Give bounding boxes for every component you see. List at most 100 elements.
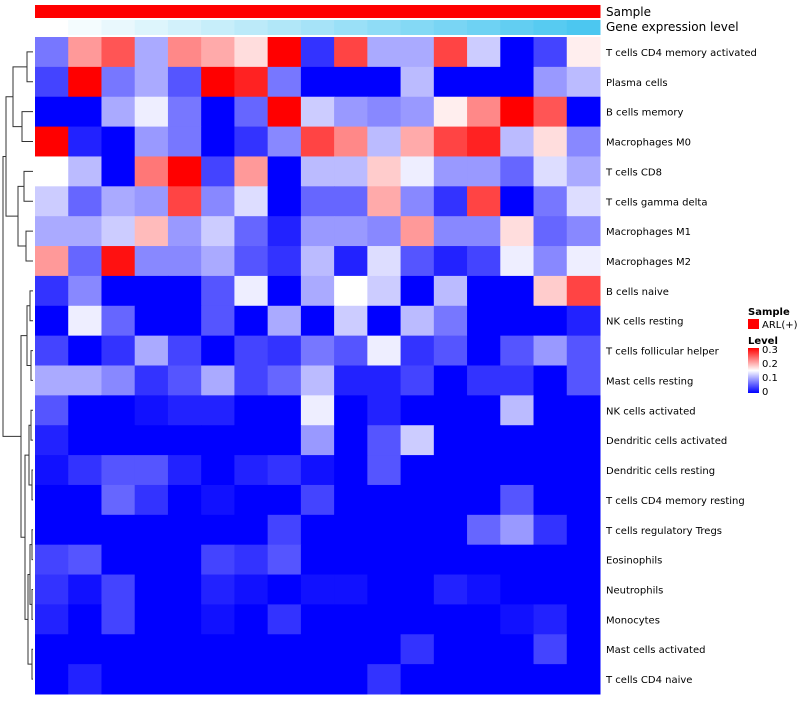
heatmap-cell xyxy=(101,514,136,546)
dendrogram-branch xyxy=(17,185,26,247)
row-label: B cells naive xyxy=(606,287,669,298)
heatmap-cell xyxy=(566,66,601,98)
heatmap-cell xyxy=(500,305,535,337)
heatmap-cell xyxy=(101,186,136,217)
heatmap-cell xyxy=(101,156,136,187)
heatmap-cell xyxy=(500,544,535,576)
heatmap-cell xyxy=(433,156,468,187)
heatmap-cell xyxy=(68,634,102,665)
heatmap-cell xyxy=(533,544,568,576)
heatmap-cell xyxy=(267,216,302,247)
heatmap-cell xyxy=(300,66,335,98)
row-label: Mast cells activated xyxy=(606,645,705,656)
heatmap-cell xyxy=(467,186,501,217)
heatmap-cell xyxy=(367,335,402,366)
heatmap-cell xyxy=(134,216,169,247)
sample-annotation-cell xyxy=(167,5,202,18)
heatmap-cell xyxy=(134,246,169,277)
heatmap-cell xyxy=(500,425,535,456)
heatmap-cell xyxy=(101,216,136,247)
heatmap-cell xyxy=(367,484,402,516)
heatmap-cell xyxy=(101,574,136,605)
heatmap-cell xyxy=(134,275,169,307)
expression-annotation-cell xyxy=(400,20,435,35)
heatmap-cell xyxy=(400,335,435,366)
heatmap-cell xyxy=(566,186,601,217)
expression-annotation-cell xyxy=(334,20,368,35)
heatmap-cell xyxy=(467,544,501,576)
row-label: T cells CD4 memory resting xyxy=(605,496,745,507)
heatmap-cell xyxy=(566,455,601,486)
row-label: NK cells resting xyxy=(606,317,683,328)
heatmap-cell xyxy=(533,246,568,277)
row-label: T cells CD4 memory activated xyxy=(605,48,757,59)
heatmap-cell xyxy=(300,455,335,486)
heatmap-cell xyxy=(500,96,535,128)
heatmap-cell xyxy=(300,395,335,426)
heatmap-cell xyxy=(167,126,202,157)
expression-annotation-cell xyxy=(300,20,335,35)
heatmap-cell xyxy=(367,425,402,456)
heatmap-cell xyxy=(134,156,169,187)
heatmap-cell xyxy=(400,425,435,456)
heatmap-cell xyxy=(234,365,269,396)
heatmap-cell xyxy=(533,484,568,516)
heatmap-cell xyxy=(234,37,269,68)
sample-annotation-cell xyxy=(433,5,468,18)
heatmap-cell xyxy=(433,275,468,307)
heatmap-cell xyxy=(433,425,468,456)
heatmap-cell xyxy=(101,634,136,665)
heatmap-cell xyxy=(500,335,535,366)
heatmap-cell xyxy=(201,216,235,247)
dendrogram-branch xyxy=(21,111,33,143)
heatmap-cell xyxy=(533,126,568,157)
heatmap-cell xyxy=(334,365,368,396)
heatmap-cell xyxy=(267,126,302,157)
heatmap-cell xyxy=(467,126,501,157)
row-label: NK cells activated xyxy=(606,406,696,417)
heatmap-cell xyxy=(68,305,102,337)
heatmap-cell xyxy=(433,37,468,68)
heatmap-cell xyxy=(201,455,235,486)
heatmap-cell xyxy=(234,156,269,187)
heatmap-cell xyxy=(35,365,69,396)
sample-annotation-cell xyxy=(101,5,136,18)
heatmap-cell xyxy=(467,216,501,247)
expression-annotation-cell xyxy=(500,20,535,35)
heatmap-cell xyxy=(533,156,568,187)
heatmap-cell xyxy=(35,156,69,187)
heatmap-cell xyxy=(334,216,368,247)
heatmap-cell xyxy=(533,96,568,128)
heatmap-cell xyxy=(533,634,568,665)
row-label: B cells memory xyxy=(606,108,683,119)
sample-annotation-cell xyxy=(467,5,501,18)
heatmap-cell xyxy=(167,305,202,337)
heatmap-cell xyxy=(300,275,335,307)
heatmap-cell xyxy=(167,37,202,68)
heatmap-cell xyxy=(300,126,335,157)
sample-annotation-cell xyxy=(334,5,368,18)
heatmap-cell xyxy=(201,275,235,307)
dendrogram-branch xyxy=(31,529,33,561)
heatmap-cell xyxy=(566,305,601,337)
heatmap-cell xyxy=(566,37,601,68)
heatmap-cell xyxy=(500,455,535,486)
heatmap-cell xyxy=(134,126,169,157)
row-label: Neutrophils xyxy=(606,585,663,596)
heatmap-cell xyxy=(467,156,501,187)
heatmap-cell xyxy=(433,96,468,128)
heatmap-cell xyxy=(300,216,335,247)
heatmap-cell xyxy=(500,574,535,605)
heatmap-cell xyxy=(134,455,169,486)
sample-annotation-cell xyxy=(234,5,269,18)
heatmap-cell xyxy=(566,96,601,128)
legend-level-tick-3: 0 xyxy=(762,387,768,398)
heatmap-cell xyxy=(201,66,235,98)
heatmap-cell xyxy=(334,66,368,98)
heatmap-cell xyxy=(367,37,402,68)
heatmap-cell xyxy=(300,514,335,546)
heatmap-cell xyxy=(367,275,402,307)
legend-sample-title: Sample xyxy=(748,307,790,318)
heatmap-cell xyxy=(566,604,601,635)
heatmap-cell xyxy=(101,126,136,157)
